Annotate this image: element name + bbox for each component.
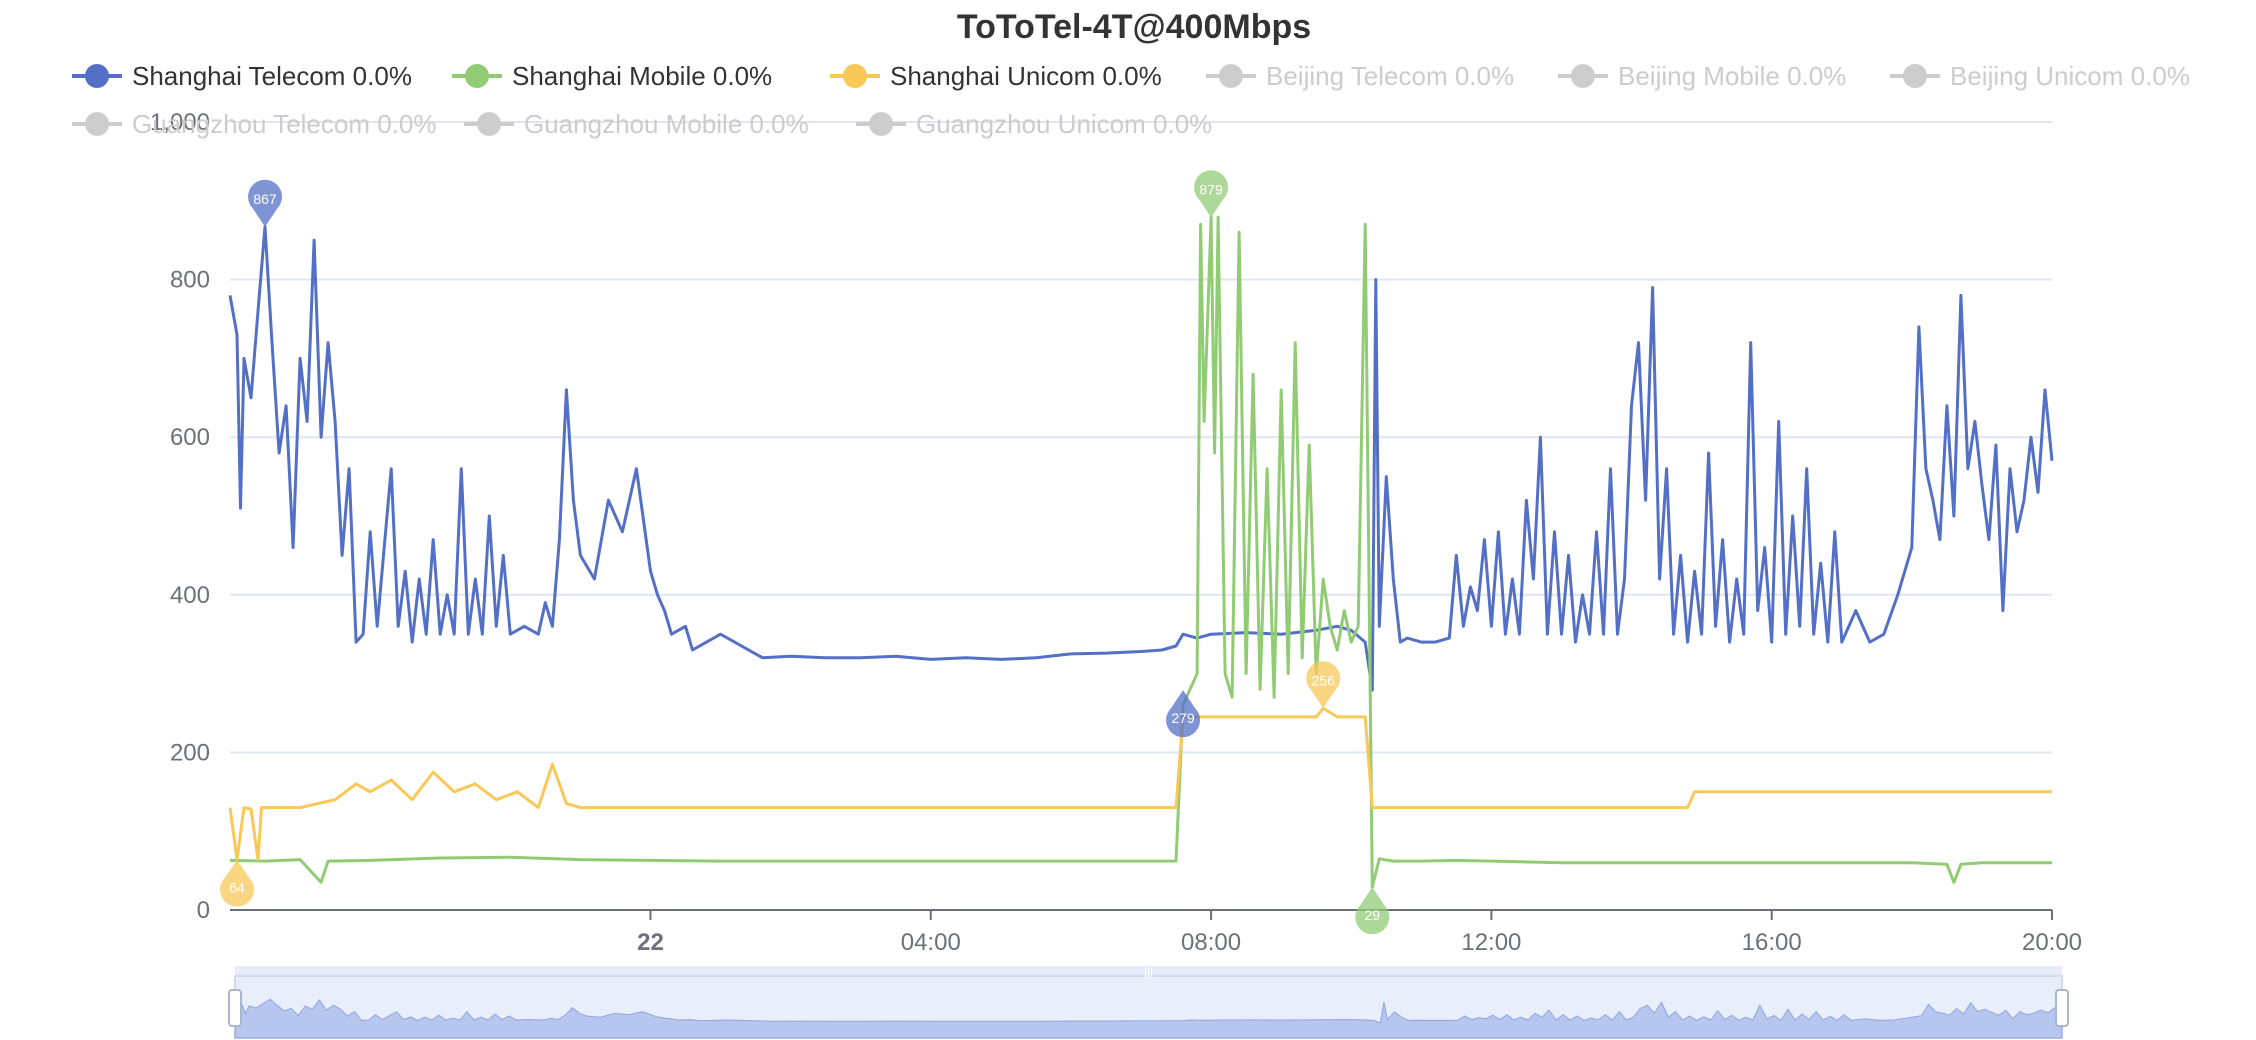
series-line [229,215,2052,889]
grid-lines [230,121,2052,754]
series-line [228,706,2052,862]
marker-pin: 64 [220,859,255,907]
marker-label: 279 [1171,710,1195,726]
axes: 0 200 400 600 800 1,000 22 04:00 08:00 12:00 16:00… [150,109,2082,956]
markers: 867 279 879 29 256 64 [220,170,1390,935]
marker-label: 256 [1312,672,1336,688]
legend-item[interactable]: Beijing Unicom 0.0% [1890,61,2190,91]
y-tick-label: 200 [170,739,210,766]
legend-item[interactable]: Guangzhou Unicom 0.0% [856,109,1212,139]
legend-label: Guangzhou Telecom 0.0% [132,109,437,139]
marker-pin-shape [248,179,283,227]
y-tick-label: 400 [170,582,210,609]
zoom-handle-right[interactable] [2055,989,2069,1027]
legend-item[interactable]: Shanghai Mobile 0.0% [452,61,772,91]
legend-label: Beijing Mobile 0.0% [1618,61,1846,91]
y-tick-label: 0 [197,897,210,924]
legend-dot [843,64,867,88]
legend-item[interactable]: Shanghai Unicom 0.0% [830,61,1162,91]
legend-label: Shanghai Mobile 0.0% [512,61,772,91]
zoom-top-bar[interactable] [235,966,2062,976]
legend-label: Shanghai Telecom 0.0% [132,61,412,91]
series-line [228,225,2054,692]
legend-dot [85,112,109,136]
legend-label: Beijing Telecom 0.0% [1266,61,1514,91]
marker-label: 64 [229,880,245,896]
legend-item[interactable]: Guangzhou Mobile 0.0% [464,109,809,139]
series-lines [228,215,2054,889]
x-tick-label: 08:00 [1181,929,1241,956]
zoom-preview-area [234,998,2063,1039]
marker-pin: 29 [1355,887,1390,935]
marker-pin-shape [1355,887,1390,935]
marker-pin: 279 [1166,690,1201,738]
y-tick-label: 600 [170,424,210,451]
legend: Shanghai Telecom 0.0% Shanghai Mobile 0.0… [72,61,2190,139]
marker-pin: 867 [248,179,283,227]
legend-dot [869,112,893,136]
x-tick-label: 20:00 [2022,929,2082,956]
zoom-drag-handle[interactable]: ||| [1144,965,1153,979]
legend-label: Shanghai Unicom 0.0% [890,61,1162,91]
legend-label: Guangzhou Unicom 0.0% [916,109,1212,139]
marker-pin-shape [1194,170,1229,218]
marker-pin: 256 [1306,661,1341,709]
marker-label: 867 [253,191,277,207]
legend-dot [1903,64,1927,88]
marker-pin: 879 [1194,170,1229,218]
marker-pin-shape [1166,690,1201,738]
x-tick-label: 16:00 [1742,929,1802,956]
x-tick-label: 12:00 [1461,929,1521,956]
x-tick-label: 22 [637,929,664,956]
legend-item[interactable]: Beijing Mobile 0.0% [1558,61,1846,91]
y-tick-label: 800 [170,267,210,294]
legend-item[interactable]: Guangzhou Telecom 0.0% [72,109,437,139]
legend-dot [1219,64,1243,88]
legend-dot [85,64,109,88]
legend-label: Beijing Unicom 0.0% [1950,61,2190,91]
legend-dot [1571,64,1595,88]
y-tick-label: 1,000 [150,109,210,136]
zoom-handle-left[interactable] [228,989,242,1027]
marker-label: 879 [1199,181,1223,197]
marker-pin-shape [1306,661,1341,709]
legend-dot [477,112,501,136]
marker-label: 29 [1364,907,1380,923]
x-tick-label: 04:00 [901,929,961,956]
data-zoom-slider[interactable]: ||| [228,965,2069,1039]
legend-dot [465,64,489,88]
legend-label: Guangzhou Mobile 0.0% [524,109,809,139]
legend-item[interactable]: Shanghai Telecom 0.0% [72,61,412,91]
marker-pin-shape [220,859,255,907]
chart-title: ToToTel-4T@400Mbps [957,8,1311,46]
legend-item[interactable]: Beijing Telecom 0.0% [1206,61,1514,91]
